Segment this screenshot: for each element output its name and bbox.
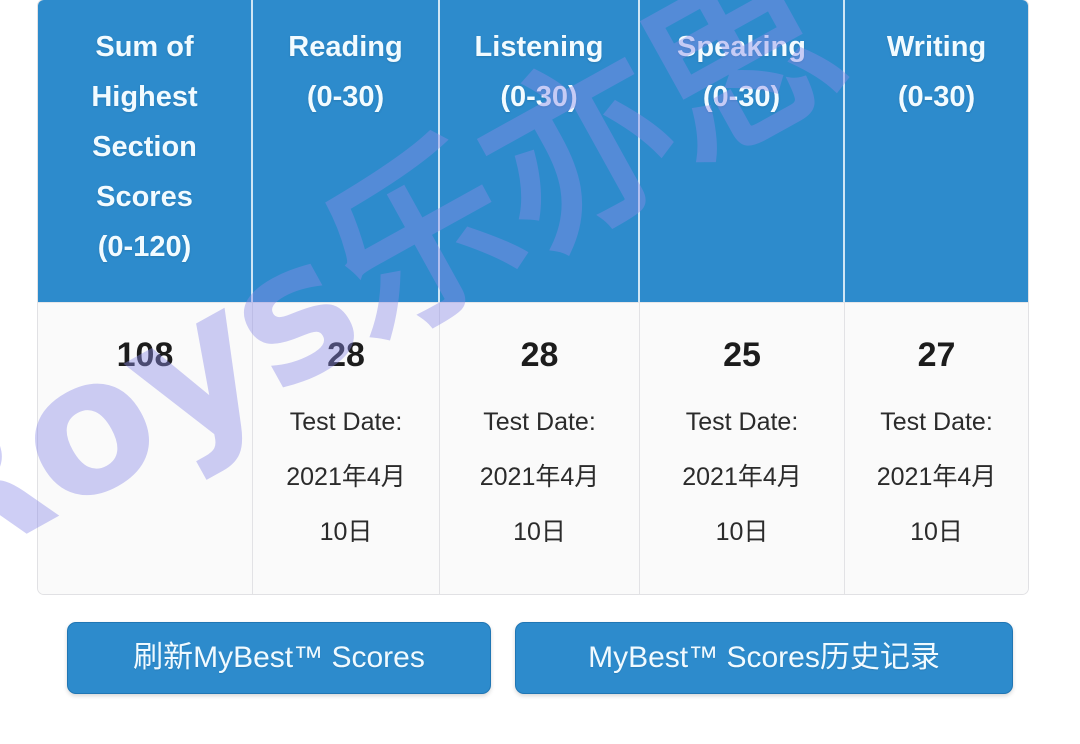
cell-listening: 28 Test Date: 2021年4月 10日 — [440, 302, 640, 594]
column-header-writing: Writing (0-30) — [845, 0, 1028, 302]
test-date-line-1: 2021年4月 — [682, 463, 802, 491]
test-date-line-1: 2021年4月 — [286, 463, 406, 491]
test-date-line-1: 2021年4月 — [479, 463, 600, 491]
test-date-line-2: 10日 — [910, 518, 963, 546]
action-button-bar: 刷新MyBest™ Scores MyBest™ Scores历史记录 — [0, 622, 1080, 694]
score-value: 28 — [520, 336, 559, 374]
test-date-label: Test Date: — [289, 408, 403, 436]
header-line: Scores — [96, 181, 193, 213]
header-line: Speaking — [677, 31, 806, 63]
refresh-mybest-scores-button[interactable]: 刷新MyBest™ Scores — [67, 622, 491, 694]
test-date-line-2: 10日 — [319, 518, 373, 546]
header-line: Reading — [288, 31, 403, 63]
test-date-label: Test Date: — [483, 408, 596, 436]
test-date-label: Test Date: — [880, 408, 993, 436]
header-line: Section — [92, 131, 197, 163]
cell-reading: 28 Test Date: 2021年4月 10日 — [253, 302, 440, 594]
score-value: 28 — [327, 336, 365, 374]
header-line: Listening — [474, 31, 604, 63]
mybest-scores-history-button[interactable]: MyBest™ Scores历史记录 — [515, 622, 1013, 694]
score-value: 108 — [116, 336, 174, 374]
test-date-line-1: 2021年4月 — [876, 463, 997, 491]
test-date-label: Test Date: — [685, 408, 799, 436]
cell-sum-of-highest-section-scores: 108 — [38, 302, 253, 594]
header-line: Highest — [91, 81, 198, 113]
table-header-row: Sum of Highest Section Scores (0-120) Re… — [38, 0, 1028, 302]
table-row: 108 28 Test Date: 2021年4月 10日 28 Test Da… — [38, 302, 1028, 594]
column-header-sum-of-highest-section-scores: Sum of Highest Section Scores (0-120) — [38, 0, 253, 302]
header-line: Sum of — [95, 31, 194, 63]
score-value: 27 — [917, 336, 956, 374]
header-score-range: (0-30) — [500, 81, 578, 113]
cell-speaking: 25 Test Date: 2021年4月 10日 — [640, 302, 845, 594]
column-header-speaking: Speaking (0-30) — [640, 0, 845, 302]
column-header-listening: Listening (0-30) — [440, 0, 640, 302]
test-date-line-2: 10日 — [715, 518, 769, 546]
header-score-range: (0-120) — [97, 231, 192, 263]
header-line: Writing — [886, 31, 987, 63]
cell-writing: 27 Test Date: 2021年4月 10日 — [845, 302, 1028, 594]
score-value: 25 — [723, 336, 761, 374]
column-header-reading: Reading (0-30) — [253, 0, 440, 302]
header-score-range: (0-30) — [306, 81, 385, 113]
header-score-range: (0-30) — [897, 81, 976, 113]
mybest-scores-table: Sum of Highest Section Scores (0-120) Re… — [38, 0, 1028, 594]
test-date-line-2: 10日 — [513, 518, 566, 546]
header-score-range: (0-30) — [702, 81, 781, 113]
